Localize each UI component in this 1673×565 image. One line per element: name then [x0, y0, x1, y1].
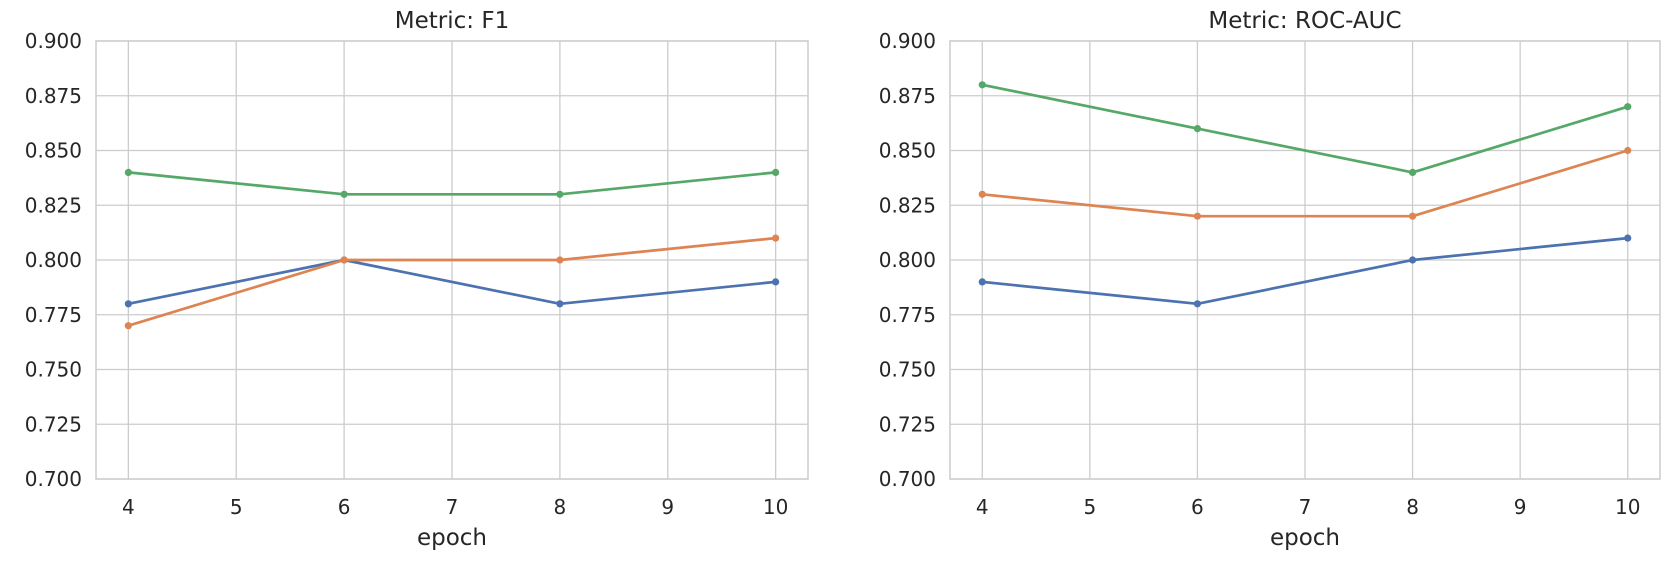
y-tick-label: 0.850 [25, 139, 82, 163]
x-tick-label: 10 [763, 495, 788, 519]
x-tick-label: 7 [1299, 495, 1312, 519]
y-tick-label: 0.875 [25, 84, 82, 108]
y-tick-label: 0.800 [25, 248, 82, 272]
green-series-marker [772, 168, 780, 176]
y-tick-label: 0.850 [879, 139, 936, 163]
orange-series-line [980, 149, 1630, 218]
y-tick-label: 0.750 [25, 358, 82, 382]
green-series-marker [1624, 103, 1632, 111]
y-tick-label: 0.900 [879, 29, 936, 53]
blue-series-line [980, 236, 1630, 306]
orange-series-marker [1193, 212, 1202, 220]
x-tick-label: 4 [976, 495, 989, 519]
orange-series-marker [556, 256, 564, 264]
orange-series-marker [978, 190, 986, 198]
y-tick-label: 0.775 [879, 303, 936, 327]
x-tick-label: 8 [1406, 495, 1419, 519]
y-tick-label: 0.700 [879, 467, 936, 491]
plot-area-spine [95, 40, 809, 480]
blue-series-marker [1193, 300, 1202, 308]
y-tick-label: 0.800 [879, 248, 936, 272]
x-tick-label: 6 [1191, 495, 1204, 519]
green-series-marker [340, 190, 348, 198]
x-tick-label: 8 [554, 495, 567, 519]
green-series-marker [1193, 125, 1202, 133]
x-tick-label: 9 [661, 495, 674, 519]
chart-title-f1: Metric: F1 [395, 8, 509, 34]
blue-series-marker [978, 278, 986, 286]
blue-series-marker [1408, 256, 1417, 264]
orange-series-line [127, 236, 777, 328]
y-tick-label: 0.875 [879, 84, 936, 108]
roc-auc-line-chart: Metric: ROC-AUC 4 5 6 7 8 9 10 0.700 0.725 0.750 0… [879, 8, 1661, 551]
x-tick-label: 5 [230, 495, 243, 519]
green-series-marker [978, 81, 986, 89]
x-tick-label: 5 [1083, 495, 1096, 519]
x-axis-label: epoch [417, 525, 487, 551]
chart-title-roc-auc: Metric: ROC-AUC [1208, 8, 1401, 34]
blue-series-line [127, 258, 777, 306]
plot-area-spine [949, 40, 1661, 480]
y-tick-label: 0.725 [879, 412, 936, 436]
green-series-line [980, 83, 1630, 174]
x-tick-label: 6 [338, 495, 351, 519]
green-series-marker [1408, 168, 1417, 176]
x-tick-label: 10 [1615, 495, 1640, 519]
blue-series-marker [772, 278, 780, 286]
y-tick-label: 0.725 [25, 412, 82, 436]
f1-line-chart: Metric: F1 4 5 6 7 8 9 10 0.700 0.725 0.750 0.775 0… [25, 8, 809, 551]
green-series-marker [556, 190, 564, 198]
x-tick-label: 7 [446, 495, 459, 519]
y-tick-label: 0.775 [25, 303, 82, 327]
orange-series-marker [340, 256, 348, 264]
y-tick-label: 0.825 [25, 193, 82, 217]
green-series-line [127, 171, 777, 196]
blue-series-marker [124, 300, 132, 308]
x-tick-label: 4 [122, 495, 135, 519]
orange-series-marker [772, 234, 780, 242]
y-tick-label: 0.825 [879, 193, 936, 217]
y-tick-label: 0.700 [25, 467, 82, 491]
orange-series-marker [124, 322, 132, 330]
blue-series-marker [1624, 234, 1632, 242]
blue-series-marker [556, 300, 564, 308]
y-tick-label: 0.750 [879, 358, 936, 382]
y-tick-label: 0.900 [25, 29, 82, 53]
x-axis-label: epoch [1270, 525, 1340, 551]
orange-series-marker [1624, 146, 1632, 155]
orange-series-marker [1408, 212, 1417, 220]
x-tick-label: 9 [1514, 495, 1527, 519]
green-series-marker [124, 168, 132, 176]
